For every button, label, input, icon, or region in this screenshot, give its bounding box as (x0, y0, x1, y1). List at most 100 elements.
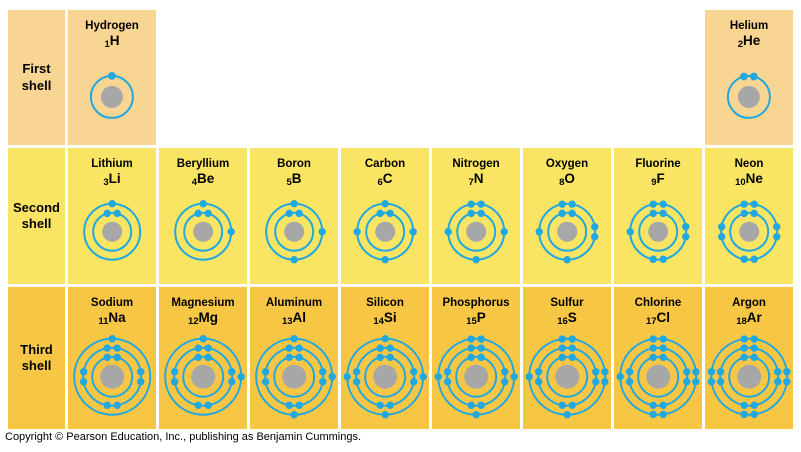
electron-dot (204, 401, 212, 410)
nucleus (284, 221, 305, 242)
electron-dot (381, 256, 389, 264)
nucleus (555, 364, 580, 389)
electron-dot (381, 411, 389, 419)
element-symbol: 11Na (98, 310, 126, 327)
atom-diagram-hydrogen (89, 72, 134, 119)
element-name: Beryllium (176, 158, 230, 170)
atom-diagram-carbon (353, 200, 417, 264)
element-symbol: 14Si (373, 310, 397, 327)
atom-diagram-chlorine (616, 335, 700, 419)
electron-dot (227, 228, 235, 236)
electron-dot (228, 368, 236, 376)
orbit-circle (365, 211, 406, 252)
electron-dot (534, 368, 543, 376)
empty-cell (341, 10, 429, 145)
electron-dot (716, 368, 725, 376)
element-cell-neon: Neon 10Ne (705, 148, 793, 284)
electron-dot (659, 344, 667, 353)
electron-dot (285, 353, 293, 362)
atomic-number: 6 (377, 177, 383, 188)
element-cell-aluminum: Aluminum 13Al (250, 287, 338, 429)
atomic-number: 13 (281, 316, 293, 327)
atom-diagram-boron (265, 200, 326, 264)
electron-dot (773, 233, 781, 241)
electron-dot (601, 368, 609, 376)
atom-diagram-sodium (73, 335, 152, 416)
nucleus (739, 221, 760, 242)
nucleus (466, 221, 487, 242)
electron-dot (659, 255, 667, 264)
shell-label-line: shell (21, 77, 52, 93)
electron-dot (707, 368, 716, 376)
atomic-number: 9 (651, 177, 657, 188)
electron-dot (290, 200, 298, 208)
electron-dot (261, 368, 270, 376)
element-name: Fluorine (635, 158, 681, 170)
element-name: Neon (734, 158, 764, 170)
electron-dot (683, 368, 691, 376)
element-symbol: 1H (104, 33, 120, 50)
element-cell-sulfur: Sulfur 16S (523, 287, 611, 429)
nucleus (193, 221, 214, 242)
electron-dot (659, 353, 667, 362)
electron-dot (558, 353, 566, 362)
electron-dot (285, 209, 293, 218)
electron-dot (328, 373, 336, 381)
element-symbol: 15P (466, 310, 486, 327)
element-symbol: 9F (651, 171, 665, 188)
atomic-number: 10 (735, 177, 746, 188)
electron-dot (103, 353, 111, 362)
nucleus (464, 364, 489, 389)
atomic-number: 14 (373, 316, 384, 327)
electron-dot (467, 200, 475, 209)
electron-dot (740, 255, 748, 264)
element-cell-sodium: Sodium 11Na (68, 287, 156, 429)
electron-dot (740, 72, 748, 81)
atomic-number: 15 (466, 316, 477, 327)
empty-cell (614, 10, 702, 145)
electron-dot (750, 335, 758, 344)
element-symbol: 17Cl (645, 310, 671, 327)
atom-diagram-argon (707, 335, 791, 419)
element-symbol: 16S (557, 310, 577, 327)
shell-label-line: Second (13, 199, 60, 215)
electron-dot (717, 223, 726, 231)
electron-dot (472, 256, 480, 264)
electron-dot (558, 209, 566, 218)
electron-dot (649, 255, 657, 264)
electron-dot (649, 401, 657, 410)
electron-dot (568, 344, 576, 353)
electron-dot (376, 401, 384, 410)
electron-dot (295, 344, 303, 353)
electron-dot (353, 228, 361, 236)
electron-dot (558, 344, 566, 353)
electron-dot (419, 373, 427, 381)
electron-dot (649, 410, 657, 419)
electron-dot (467, 335, 475, 344)
electron-dot (103, 401, 111, 410)
electron-dot (108, 335, 116, 343)
electron-dot (386, 401, 394, 410)
electron-dot (649, 335, 657, 344)
electron-dot (228, 378, 236, 386)
orbit-circle (719, 346, 780, 407)
electron-dot (692, 368, 700, 376)
electron-dot (352, 378, 361, 386)
electron-dot (103, 344, 111, 353)
electron-dot (386, 209, 394, 218)
element-cell-oxygen: Oxygen 8O (523, 148, 611, 284)
electron-dot (591, 233, 599, 241)
electron-dot (467, 353, 475, 362)
electron-dot (601, 378, 609, 386)
element-cell-magnesium: Magnesium 12Mg (159, 287, 247, 429)
element-symbol: 10Ne (735, 171, 763, 188)
electron-dot (659, 200, 667, 209)
element-name: Phosphorus (442, 297, 510, 309)
electron-dot (649, 200, 657, 209)
electron-dot (625, 368, 634, 376)
orbit-circle (173, 346, 234, 407)
electron-dot (318, 228, 326, 236)
electron-dot (568, 209, 576, 218)
empty-cell (523, 10, 611, 145)
electron-dot (103, 209, 111, 218)
